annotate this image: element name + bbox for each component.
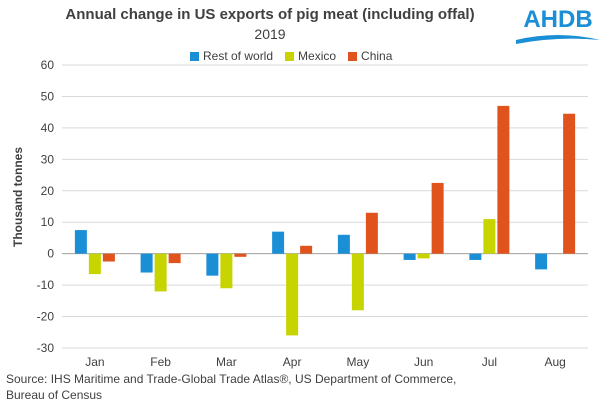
bar-mexico-jun bbox=[417, 253, 430, 259]
bar-china-apr bbox=[300, 245, 313, 254]
chart-subtitle: 2019 bbox=[254, 26, 286, 42]
y-tick-label: -30 bbox=[37, 341, 55, 355]
y-tick-label: 40 bbox=[41, 121, 55, 135]
bar-rest-of-world-may bbox=[337, 234, 350, 254]
bar-mexico-jan bbox=[88, 253, 101, 275]
x-tick-label: Jun bbox=[414, 355, 433, 369]
legend-label: Mexico bbox=[298, 49, 337, 63]
bar-mexico-may bbox=[351, 253, 364, 311]
x-tick-label: Apr bbox=[283, 355, 302, 369]
bar-mexico-feb bbox=[154, 253, 167, 292]
y-tick-label: 10 bbox=[41, 215, 55, 229]
bar-mexico-apr bbox=[286, 253, 299, 336]
bar-mexico-jul bbox=[483, 219, 496, 254]
x-tick-label: Mar bbox=[216, 355, 237, 369]
legend-label: China bbox=[361, 49, 393, 63]
legend-item: Mexico bbox=[285, 49, 336, 63]
legend-swatch bbox=[285, 51, 295, 61]
bar-rest-of-world-jun bbox=[403, 253, 416, 260]
y-tick-label: 0 bbox=[47, 247, 54, 261]
bar-china-jun bbox=[431, 182, 444, 254]
x-tick-label: Jan bbox=[85, 355, 104, 369]
logo-text: AHDB bbox=[523, 6, 593, 33]
bar-china-jul bbox=[497, 105, 510, 254]
source-note: Source: IHS Maritime and Trade-Global Tr… bbox=[6, 372, 457, 402]
bar-rest-of-world-aug bbox=[535, 253, 548, 270]
y-tick-label: -10 bbox=[37, 278, 55, 292]
y-tick-label: 30 bbox=[41, 152, 55, 166]
legend-swatch bbox=[190, 51, 199, 61]
y-tick-label: -20 bbox=[37, 310, 55, 324]
legend-swatch bbox=[348, 51, 358, 61]
legend-item: Rest of world bbox=[190, 49, 273, 63]
bar-mexico-mar bbox=[220, 253, 233, 289]
bar-china-aug bbox=[563, 113, 576, 254]
bar-china-feb bbox=[168, 253, 181, 264]
y-tick-label: 50 bbox=[41, 89, 55, 103]
bar-rest-of-world-mar bbox=[206, 253, 219, 276]
legend: Rest of world Mexico China bbox=[190, 48, 404, 64]
x-tick-label: Aug bbox=[544, 355, 565, 369]
x-tick-label: Feb bbox=[150, 355, 171, 369]
ahdb-logo: AHDB bbox=[512, 6, 604, 50]
logo-swoosh-icon bbox=[516, 35, 600, 44]
bar-rest-of-world-jul bbox=[469, 253, 482, 260]
x-tick-label: May bbox=[347, 355, 370, 369]
bar-rest-of-world-feb bbox=[140, 253, 153, 273]
bar-rest-of-world-apr bbox=[272, 231, 285, 254]
bar-china-jan bbox=[102, 253, 115, 262]
bar-rest-of-world-jan bbox=[74, 230, 87, 254]
legend-label: Rest of world bbox=[203, 49, 274, 63]
y-tick-label: 20 bbox=[41, 184, 55, 198]
bar-china-mar bbox=[234, 253, 247, 257]
y-tick-label: 60 bbox=[41, 58, 55, 72]
chart-title: Annual change in US exports of pig meat … bbox=[65, 6, 475, 23]
bar-china-may bbox=[365, 212, 378, 254]
x-tick-label: Jul bbox=[482, 355, 497, 369]
legend-item: China bbox=[348, 49, 392, 63]
